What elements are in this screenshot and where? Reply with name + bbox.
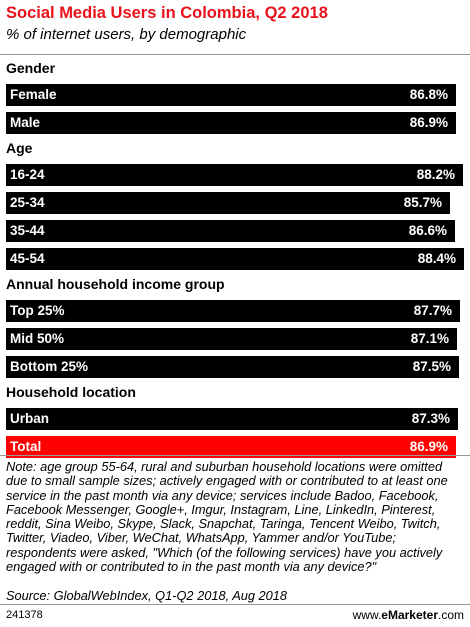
brand-prefix: www. <box>352 608 382 622</box>
bar-value-label: 86.8% <box>409 87 448 102</box>
chart-subtitle: % of internet users, by demographic <box>6 26 247 43</box>
bar-value-label: 86.6% <box>408 223 447 238</box>
bar: 25-34 85.7% <box>6 192 450 214</box>
bar-value-label: 88.2% <box>416 167 455 182</box>
bar: Top 25% 87.7% <box>6 300 460 322</box>
top-divider <box>0 54 470 55</box>
bar-value-label: 85.7% <box>403 195 442 210</box>
note-divider <box>0 455 470 456</box>
bar-value-label: 86.9% <box>409 115 448 130</box>
chart-source: Source: GlobalWebIndex, Q1-Q2 2018, Aug … <box>6 588 288 603</box>
bar-label: 35-44 <box>10 223 45 238</box>
bar: 16-24 88.2% <box>6 164 463 186</box>
bar-label: Female <box>10 87 57 102</box>
bar-value-label: 87.7% <box>413 303 452 318</box>
chart-title: Social Media Users in Colombia, Q2 2018 <box>6 4 328 22</box>
group-label: Household location <box>6 384 136 400</box>
bar-label: Urban <box>10 411 50 426</box>
bar-total: Total 86.9% <box>6 436 456 458</box>
group-label: Annual household income group <box>6 276 225 292</box>
bar: Male 86.9% <box>6 112 456 134</box>
bar: 35-44 86.6% <box>6 220 455 242</box>
footer-divider <box>0 604 470 605</box>
bar-label: Mid 50% <box>10 331 65 346</box>
group-label: Age <box>6 140 33 156</box>
bar-value-label: 88.4% <box>417 251 456 266</box>
bar-value-label: 87.5% <box>412 359 451 374</box>
bar-label: Male <box>10 115 41 130</box>
bar-chart: Gender Female 86.8% Male 86.9% Age 16-24 88.2% 2… <box>0 56 470 458</box>
bar-label: 45-54 <box>10 251 45 266</box>
chart-id: 241378 <box>6 609 43 621</box>
bar-label: 25-34 <box>10 195 45 210</box>
brand-logo: www.eMarketer.com <box>353 608 464 622</box>
bar-label: 16-24 <box>10 167 45 182</box>
brand-suffix: .com <box>437 608 464 622</box>
bar: Urban 87.3% <box>6 408 458 430</box>
group-label: Gender <box>6 60 56 76</box>
bar-label: Total <box>10 439 42 454</box>
bar: Bottom 25% 87.5% <box>6 356 459 378</box>
bar-label: Bottom 25% <box>10 359 89 374</box>
bar-value-label: 86.9% <box>409 439 448 454</box>
chart-note: Note: age group 55-64, rural and suburba… <box>6 459 448 575</box>
bar-value-label: 87.3% <box>411 411 450 426</box>
brand-name: eMarketer <box>381 608 438 622</box>
bar-value-label: 87.1% <box>410 331 449 346</box>
bar: Mid 50% 87.1% <box>6 328 457 350</box>
bar: Female 86.8% <box>6 84 456 106</box>
bar-label: Top 25% <box>10 303 65 318</box>
bar: 45-54 88.4% <box>6 248 464 270</box>
